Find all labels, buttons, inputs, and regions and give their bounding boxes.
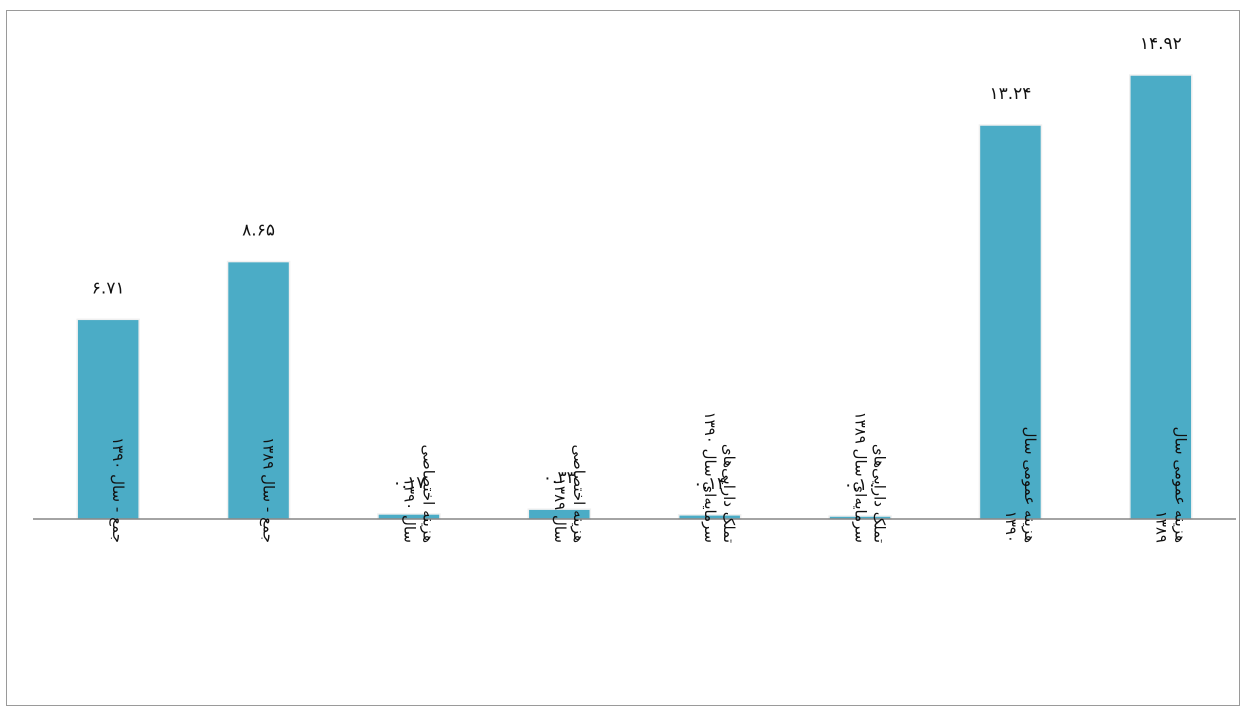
category-label: سرمایه‌ای سال ۱۳۹۰ bbox=[701, 412, 719, 543]
bar bbox=[978, 124, 1043, 520]
category-label: سال ۱۳۸۹ bbox=[551, 478, 569, 543]
category-label: ۱۳۹۰ bbox=[1002, 511, 1020, 543]
category-label: ۱۳۸۹ bbox=[1152, 511, 1170, 543]
bar bbox=[76, 318, 140, 520]
category-label: هزینه اختصاصی bbox=[570, 445, 588, 544]
value-label: ۱۳.۲۴ bbox=[989, 84, 1031, 104]
chart-frame bbox=[6, 10, 1240, 706]
bar bbox=[226, 260, 291, 520]
category-label: هزینه عمومی سال bbox=[1021, 427, 1039, 544]
value-label: ۰.۱۰ bbox=[844, 475, 877, 495]
value-label: ۶.۷۱ bbox=[92, 278, 125, 298]
category-label: تملک دارایی‌های bbox=[871, 444, 889, 543]
category-label: جمع - سال ۱۳۹۰ bbox=[109, 437, 127, 543]
value-label: ۱۴.۹۲ bbox=[1140, 34, 1182, 54]
bar bbox=[1129, 74, 1193, 520]
value-label: ۸.۶۵ bbox=[242, 221, 275, 241]
category-label: سرمایه‌ای سال ۱۳۸۹ bbox=[852, 412, 870, 543]
category-label: تملک دارایی‌های bbox=[720, 444, 738, 543]
category-label: سال ۱۳۹۰ bbox=[400, 478, 418, 543]
category-label: جمع - سال ۱۳۸۹ bbox=[260, 437, 278, 543]
value-label: ۰.۱۴ bbox=[693, 474, 726, 494]
category-label: هزینه عمومی سال bbox=[1171, 427, 1189, 544]
category-label: هزینه اختصاصی bbox=[419, 445, 437, 544]
value-label: ۰.۳۳ bbox=[543, 468, 576, 488]
value-label: ۰.۱۷ bbox=[393, 473, 426, 493]
